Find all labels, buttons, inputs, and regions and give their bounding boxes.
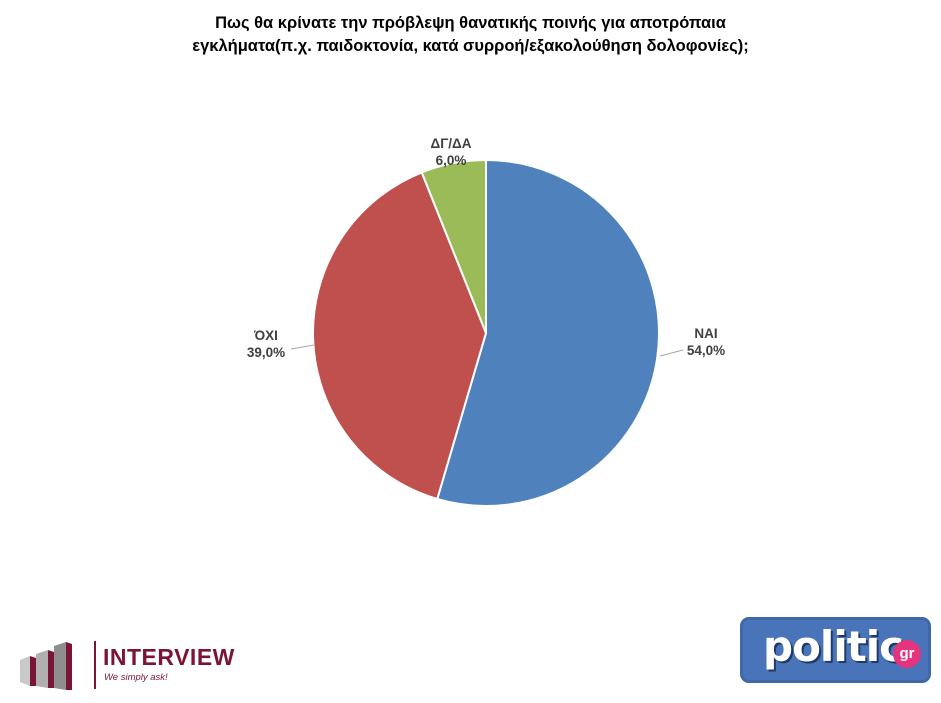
politic-logo-gr-badge: gr <box>893 640 921 668</box>
pie-slice-2 <box>420 158 487 334</box>
interview-logo-name: INTERVIEW <box>103 644 235 670</box>
slice-label-2: ΔΓ/ΔΑ <box>430 136 471 151</box>
chart-title-line-1: Πως θα κρίνατε την πρόβλεψη θανατικής πο… <box>215 14 726 32</box>
slice-value-label-1: 39,0% <box>247 345 285 360</box>
leader-line-1 <box>290 344 315 350</box>
leader-line-0 <box>659 349 684 357</box>
slice-label-1: ΌΧΙ <box>253 328 278 343</box>
chart-title-line-2: εγκλήματα(π.χ. παιδοκτονία, κατά συρροή/… <box>192 37 749 55</box>
pie-slice-1 <box>312 171 488 501</box>
interview-logo-tagline: We simply ask! <box>104 672 168 683</box>
politic-logo-name: politic <box>763 622 904 671</box>
slice-value-label-0: 54,0% <box>687 343 725 358</box>
pie-slice-0 <box>436 158 660 507</box>
slice-value-label-2: 6,0% <box>436 153 467 168</box>
interview-logo-divider <box>94 641 96 689</box>
interview-bars-icon <box>20 642 72 690</box>
politic-logo: politic gr <box>740 617 931 683</box>
interview-logo: INTERVIEW We simply ask! <box>18 638 248 693</box>
chart-title: Πως θα κρίνατε την πρόβλεψη θανατικής πο… <box>0 12 941 58</box>
slice-label-0: ΝΑΙ <box>694 326 717 341</box>
